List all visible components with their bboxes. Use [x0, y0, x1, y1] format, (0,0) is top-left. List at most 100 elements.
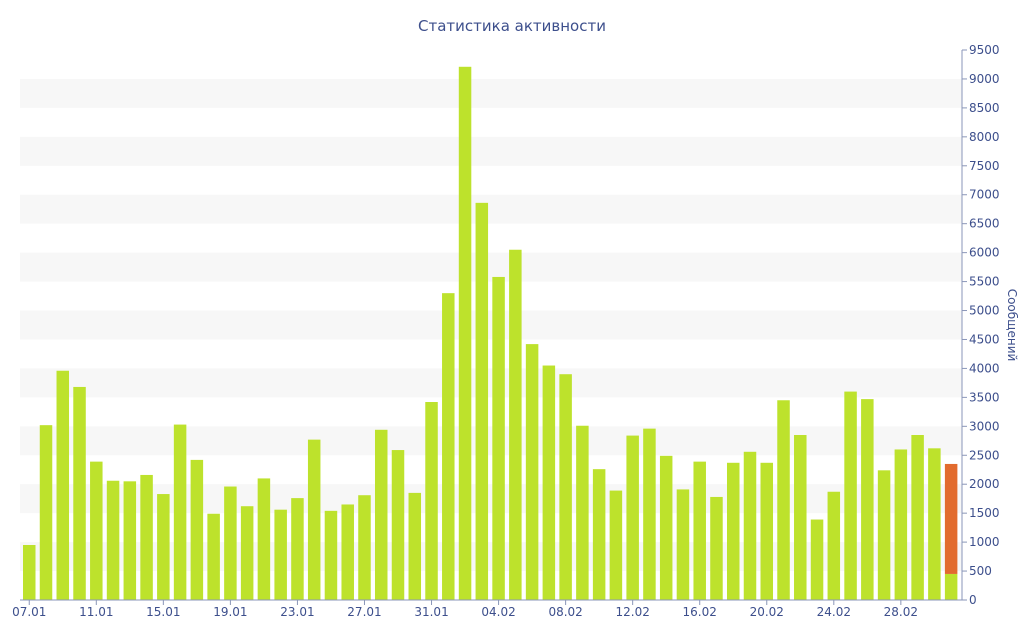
bar-09.02[interactable] [576, 425, 589, 600]
x-tick-label: 23.01 [280, 605, 314, 619]
y-tick-label: 3500 [969, 390, 1000, 404]
bar-17.01[interactable] [190, 459, 204, 600]
y-tick-label: 1000 [969, 535, 1000, 549]
bar-26.01[interactable] [341, 504, 354, 600]
bar-14.01[interactable] [140, 474, 153, 600]
y-tick-label: 0 [969, 593, 977, 607]
bar-28.02[interactable] [894, 449, 908, 600]
bar-02.03[interactable] [928, 448, 941, 600]
bar-12.01[interactable] [106, 480, 120, 600]
bar-25.02[interactable] [844, 391, 857, 600]
x-tick-label: 19.01 [213, 605, 247, 619]
bar-22.01[interactable] [274, 509, 287, 600]
bar-18.02[interactable] [726, 462, 740, 600]
y-tick-label: 6000 [969, 246, 1000, 260]
bar-23.01[interactable] [291, 498, 304, 600]
bar-05.02[interactable] [509, 249, 522, 601]
bar-13.02[interactable] [643, 428, 656, 600]
bar-26.02[interactable] [861, 399, 874, 600]
x-tick-label: 28.02 [884, 605, 918, 619]
y-tick-label: 3000 [969, 419, 1000, 433]
bar-13.01[interactable] [123, 481, 137, 600]
bar-01.02[interactable] [442, 293, 455, 600]
bars [23, 66, 958, 601]
bar-28.01[interactable] [374, 429, 388, 600]
bar-19.02[interactable] [743, 451, 757, 600]
x-tick-label: 24.02 [817, 605, 851, 619]
bar-09.01[interactable] [56, 370, 70, 600]
x-tick-label: 15.01 [146, 605, 180, 619]
y-tick-label: 8000 [969, 130, 1000, 144]
bar-24.02[interactable] [827, 491, 841, 600]
y-tick-label: 4500 [969, 332, 1000, 346]
y-tick-label: 5500 [969, 275, 1000, 289]
bar-07.01[interactable] [23, 545, 36, 600]
bar-11.02[interactable] [609, 490, 623, 600]
y-tick-label: 500 [969, 564, 992, 578]
x-tick-label: 20.02 [750, 605, 784, 619]
y-tick-label: 8500 [969, 101, 1000, 115]
bar-30.01[interactable] [408, 492, 422, 600]
y-tick-label: 1500 [969, 506, 1000, 520]
bar-14.02[interactable] [659, 455, 673, 600]
bar-07.02[interactable] [542, 365, 556, 600]
bar-03.03[interactable] [944, 573, 958, 600]
bar-20.02[interactable] [760, 462, 774, 600]
bar-10.01[interactable] [73, 386, 86, 600]
x-tick-label: 31.01 [414, 605, 448, 619]
x-ticks: 07.01 11.01 15.01 19.01 23.01 27.01 31.01 04.02… [12, 600, 918, 619]
bar-10.02[interactable] [592, 469, 606, 600]
bar-22.02[interactable] [794, 435, 807, 600]
bar-08.02[interactable] [559, 374, 572, 600]
bar-24.01[interactable] [307, 439, 321, 600]
y-ticks: 0 500 1000 1500 2000 2500 3000 3500 4000 4500 5000… [962, 43, 1000, 607]
bar-15.02[interactable] [676, 489, 690, 600]
bar-15.01[interactable] [157, 494, 170, 600]
grid-band [20, 78, 962, 108]
bar-31.01[interactable] [425, 402, 438, 600]
y-tick-label: 6500 [969, 217, 1000, 231]
bar-19.01[interactable] [224, 486, 237, 600]
x-tick-label: 27.01 [347, 605, 381, 619]
y-axis-label: Сообщений [1005, 289, 1019, 362]
bar-17.02[interactable] [710, 496, 723, 600]
bar-18.01[interactable] [207, 513, 220, 600]
bar-02.02[interactable] [458, 66, 472, 601]
bar-21.02[interactable] [777, 400, 790, 600]
grid-band [20, 194, 962, 224]
x-tick-label: 12.02 [615, 605, 649, 619]
bar-27.01[interactable] [358, 495, 371, 600]
grid-band [20, 136, 962, 166]
x-tick-label: 04.02 [481, 605, 515, 619]
bar-08.01[interactable] [39, 425, 53, 600]
y-tick-label: 4000 [969, 361, 1000, 375]
x-tick-label: 11.01 [79, 605, 113, 619]
bar-27.02[interactable] [877, 470, 891, 600]
bar-11.01[interactable] [90, 461, 103, 600]
grid-band [20, 252, 962, 282]
bar-06.02[interactable] [525, 344, 539, 600]
bar-16.02[interactable] [693, 461, 706, 600]
bar-20.01[interactable] [240, 506, 254, 600]
bar-12.02[interactable] [626, 435, 639, 600]
grid-band [20, 310, 962, 340]
bar-29.01[interactable] [391, 450, 405, 600]
bar-04.02[interactable] [492, 276, 505, 600]
y-tick-label: 7000 [969, 188, 1000, 202]
grid-band [20, 368, 962, 398]
y-tick-label: 2500 [969, 448, 1000, 462]
y-tick-label: 5000 [969, 304, 1000, 318]
bar-21.01[interactable] [257, 478, 271, 600]
x-tick-label: 16.02 [683, 605, 717, 619]
chart-title: Статистика активности [418, 17, 606, 35]
bar-25.01[interactable] [324, 510, 338, 600]
grid-band [20, 426, 962, 456]
y-tick-label: 2000 [969, 477, 1000, 491]
bar-01.03[interactable] [911, 435, 924, 600]
bar-highlight-03.03[interactable] [944, 463, 958, 574]
bar-03.02[interactable] [475, 202, 489, 600]
y-tick-label: 9500 [969, 43, 1000, 57]
bar-16.01[interactable] [173, 424, 187, 600]
bar-23.02[interactable] [810, 519, 824, 600]
